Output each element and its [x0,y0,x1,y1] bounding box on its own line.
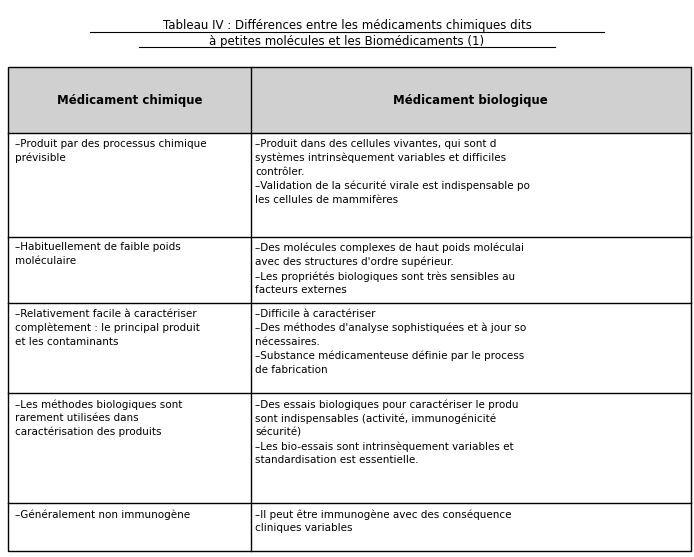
Text: –Difficile à caractériser
–Des méthodes d'analyse sophistiquées et à jour so
néc: –Difficile à caractériser –Des méthodes … [255,309,527,375]
Text: –Des essais biologiques pour caractériser le produ
sont indispensables (activité: –Des essais biologiques pour caractérise… [255,399,519,466]
Text: –Des molécules complexes de haut poids moléculai
avec des structures d'ordre sup: –Des molécules complexes de haut poids m… [255,242,525,295]
Text: –Habituellement de faible poids
moléculaire: –Habituellement de faible poids molécula… [15,242,181,266]
Bar [8,134,691,237]
Text: –Les méthodes biologiques sont
rarement utilisées dans
caractérisation des produ: –Les méthodes biologiques sont rarement … [15,399,183,437]
Text: –Il peut être immunogène avec des conséquence
cliniques variables: –Il peut être immunogène avec des conséq… [255,509,512,533]
Bar [8,504,691,551]
Bar [8,67,691,551]
Text: Médicament chimique: Médicament chimique [57,94,202,107]
Text: Médicament biologique: Médicament biologique [393,94,548,107]
Bar [8,393,691,504]
Text: –Produit dans des cellules vivantes, qui sont d
systèmes intrinsèquement variabl: –Produit dans des cellules vivantes, qui… [255,139,530,205]
Text: Tableau IV : Différences entre les médicaments chimiques dits: Tableau IV : Différences entre les médic… [162,19,532,32]
Bar [8,67,691,134]
Text: –Généralement non immunogène: –Généralement non immunogène [15,509,190,520]
Text: –Produit par des processus chimique
prévisible: –Produit par des processus chimique prév… [15,139,207,163]
Bar [8,304,691,393]
Text: –Relativement facile à caractériser
complètement : le principal produit
et les c: –Relativement facile à caractériser comp… [15,309,200,347]
Bar [8,237,691,304]
Text: à petites molécules et les Biomédicaments (1): à petites molécules et les Biomédicament… [210,35,484,47]
